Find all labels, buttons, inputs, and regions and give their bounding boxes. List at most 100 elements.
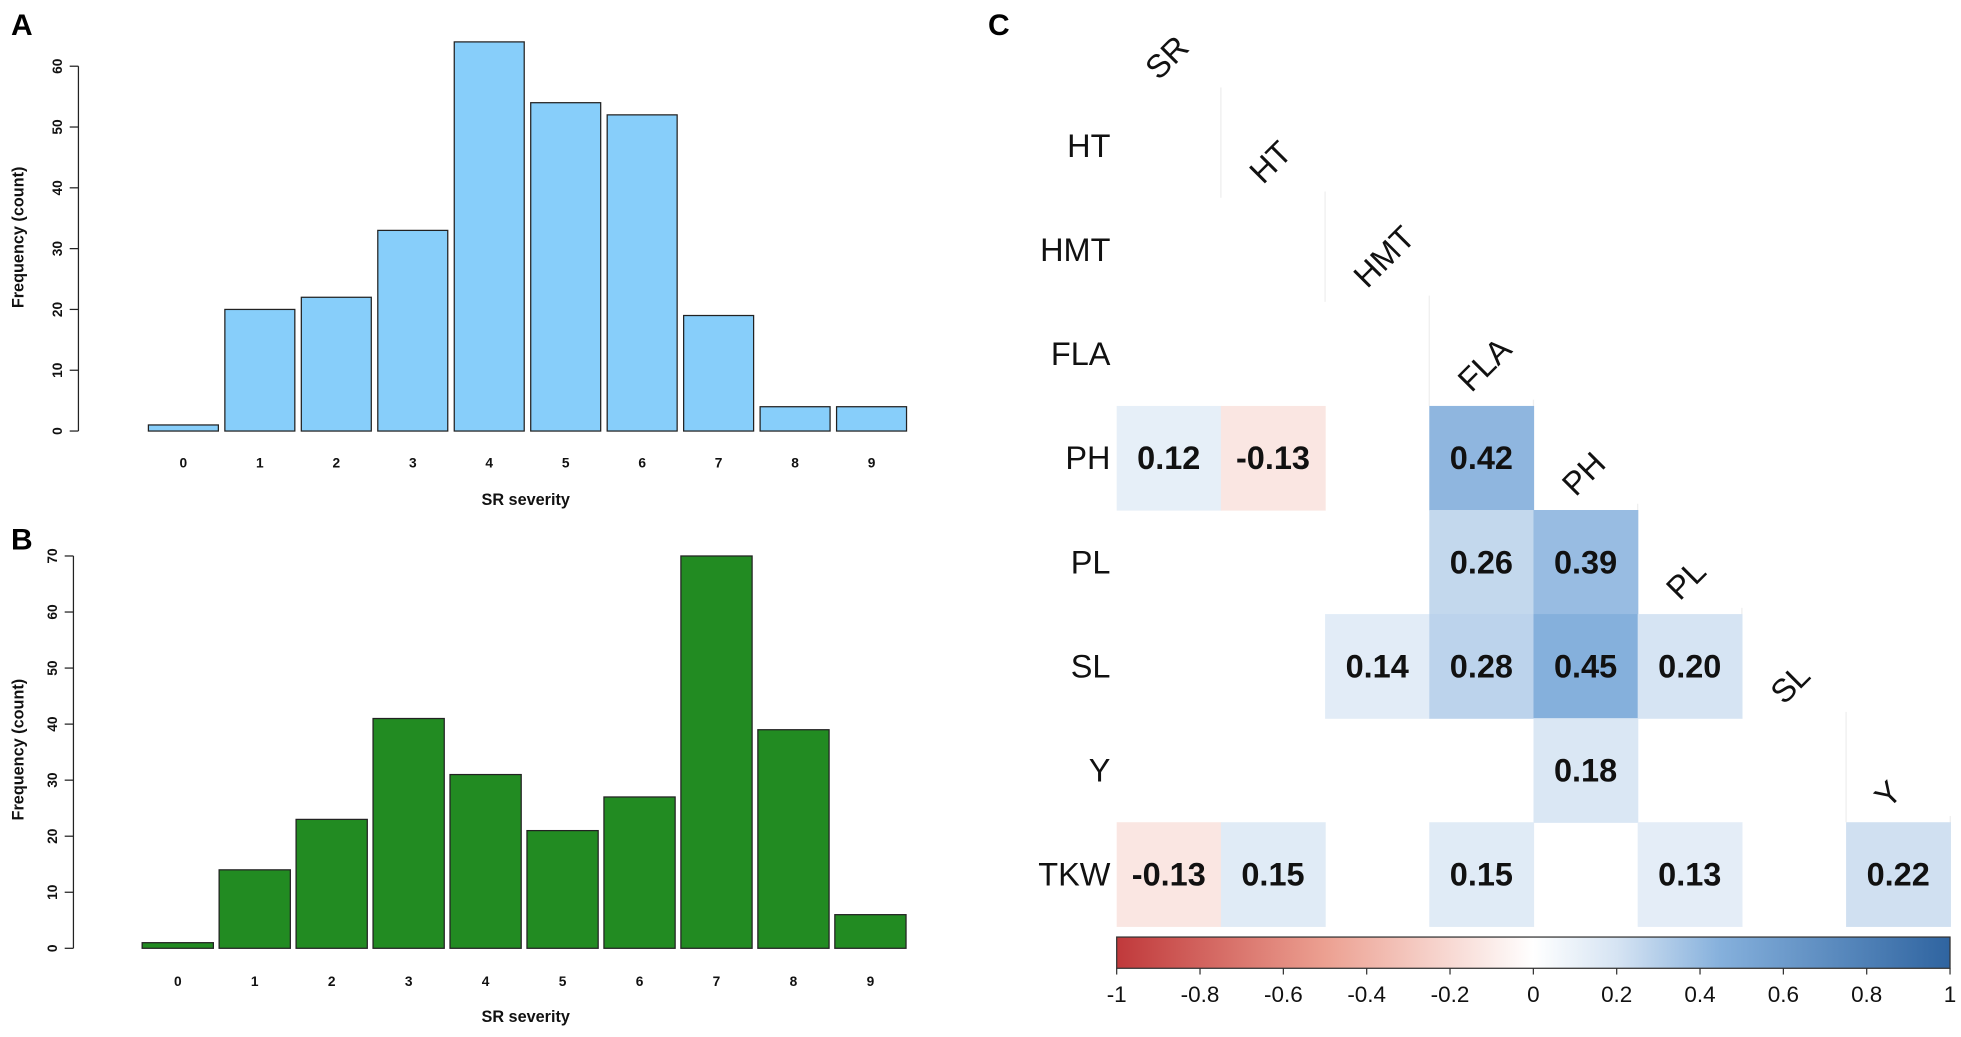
column-label-PL: PL: [1659, 553, 1713, 607]
cell-TKW-SR: [1116, 822, 1222, 927]
cell-value: 0.14: [1346, 648, 1409, 684]
cell-PL-FLA: [1429, 510, 1535, 615]
cell-value: 0.15: [1241, 857, 1304, 893]
x-tick-label: 9: [868, 455, 876, 470]
bar-2: [295, 818, 368, 949]
column-label-SL: SL: [1763, 657, 1817, 711]
x-tick-label: 4: [485, 455, 493, 470]
bar-0: [147, 424, 219, 432]
y-tick-label: 0: [45, 944, 60, 952]
x-tick-label: 7: [715, 455, 723, 470]
cell-SL-HMT: [1325, 614, 1430, 719]
colorbar-tick-label: 0: [1527, 982, 1540, 1007]
cell-value: 0.28: [1450, 648, 1513, 684]
y-tick-label: 60: [50, 58, 65, 74]
cell-value: 0.20: [1658, 648, 1721, 684]
x-tick-label: 5: [559, 974, 567, 989]
y-axis-label: Frequency (count): [9, 679, 27, 821]
y-tick-label: 30: [50, 241, 65, 257]
y-axis-label: Frequency (count): [9, 167, 27, 309]
cell-SL-PL: [1637, 614, 1743, 719]
y-tick-label: 60: [45, 604, 60, 620]
row-label-Y: Y: [1089, 752, 1111, 788]
x-tick-label: 4: [482, 974, 490, 989]
cell-value: 0.42: [1450, 440, 1513, 476]
x-tick-label: 6: [638, 455, 646, 470]
cell-Y-PH: [1533, 718, 1639, 823]
bar-1: [224, 308, 296, 432]
colorbar-tick-label: -0.2: [1431, 982, 1470, 1007]
bar-9: [835, 406, 908, 432]
cell-value: 0.45: [1554, 648, 1617, 684]
bar-1: [218, 869, 291, 949]
bar-5: [526, 829, 599, 949]
x-tick-label: 8: [790, 974, 798, 989]
x-tick-label: 1: [251, 974, 259, 989]
cell-PH-FLA: [1429, 405, 1535, 511]
colorbar-tick-label: 1: [1944, 982, 1957, 1007]
x-tick-label: 1: [256, 455, 264, 470]
y-tick-label: 40: [50, 180, 65, 196]
cell-value: 0.22: [1867, 857, 1930, 893]
y-tick-label: 50: [45, 660, 60, 676]
row-label-HT: HT: [1067, 128, 1110, 164]
bar-7: [683, 314, 755, 432]
y-tick-label: 20: [50, 301, 65, 317]
cell-value: -0.13: [1132, 857, 1206, 893]
bar-3: [377, 229, 449, 432]
column-label-PH: PH: [1555, 445, 1612, 502]
x-tick-label: 7: [713, 974, 721, 989]
x-tick-label: 9: [867, 974, 875, 989]
x-tick-label: 2: [328, 974, 336, 989]
y-tick-label: 10: [45, 884, 60, 900]
x-axis-label: SR severity: [481, 491, 569, 509]
x-tick-label: 3: [405, 974, 413, 989]
bar-4: [449, 773, 522, 949]
column-label-HMT: HMT: [1347, 219, 1422, 294]
bar-7: [680, 555, 753, 949]
row-label-PH: PH: [1065, 440, 1110, 476]
bar-5: [530, 102, 602, 432]
row-label-HMT: HMT: [1040, 232, 1110, 268]
bar-4: [453, 41, 525, 432]
colorbar: [1116, 936, 1951, 969]
column-label-HT: HT: [1242, 134, 1298, 190]
y-tick-label: 70: [45, 548, 60, 564]
cell-PH-HT: [1220, 405, 1326, 511]
cell-PL-PH: [1533, 510, 1639, 615]
x-tick-label: 3: [409, 455, 417, 470]
column-label-Y: Y: [1868, 774, 1909, 815]
cell-value: 0.18: [1554, 752, 1617, 788]
cell-PH-SR: [1116, 405, 1222, 511]
row-label-SL: SL: [1071, 648, 1111, 684]
row-label-FLA: FLA: [1051, 336, 1111, 372]
cell-TKW-PL: [1637, 822, 1743, 927]
x-tick-label: 6: [636, 974, 644, 989]
x-tick-label: 5: [562, 455, 570, 470]
panel-b-histogram: B 0 10 20 30 40 50 60 70 Frequency (count) 0 1 2 3 4 5 6…: [9, 524, 907, 1026]
bar-2: [300, 296, 372, 432]
bar-9: [834, 914, 907, 949]
bar-8: [759, 406, 831, 432]
colorbar-tick-label: -0.4: [1347, 982, 1386, 1007]
cell-TKW-Y: [1846, 822, 1951, 927]
panel-a-histogram: A 0 10 20 30 40 50 60 Frequency (count) 0 1 2 3 4 5 6 7 8…: [9, 9, 908, 509]
colorbar-tick-label: 0.6: [1768, 982, 1799, 1007]
x-tick-label: 2: [332, 455, 340, 470]
y-tick-label: 50: [50, 119, 65, 135]
row-label-PL: PL: [1071, 544, 1111, 580]
row-label-TKW: TKW: [1038, 857, 1110, 893]
bar-6: [603, 796, 676, 949]
cell-value: 0.15: [1450, 857, 1513, 893]
x-axis-label: SR severity: [481, 1008, 569, 1026]
bar-8: [757, 729, 830, 949]
cell-value: 0.12: [1137, 440, 1200, 476]
cell-TKW-FLA: [1429, 822, 1535, 927]
panel-label: A: [11, 9, 33, 42]
x-tick-label: 0: [174, 974, 182, 989]
bar-3: [372, 717, 445, 949]
panel-c-correlation-matrix: C HT HMT FLA PH PL SL Y TKW SR HT HMT FLA PH PL SL Y 0.12…: [988, 9, 1956, 1007]
panel-label: C: [988, 9, 1010, 42]
x-tick-label: 8: [791, 455, 799, 470]
